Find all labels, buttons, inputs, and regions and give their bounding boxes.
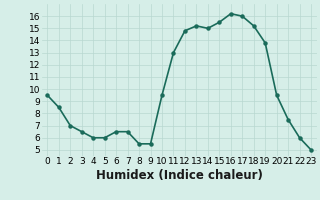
X-axis label: Humidex (Indice chaleur): Humidex (Indice chaleur) xyxy=(96,169,263,182)
